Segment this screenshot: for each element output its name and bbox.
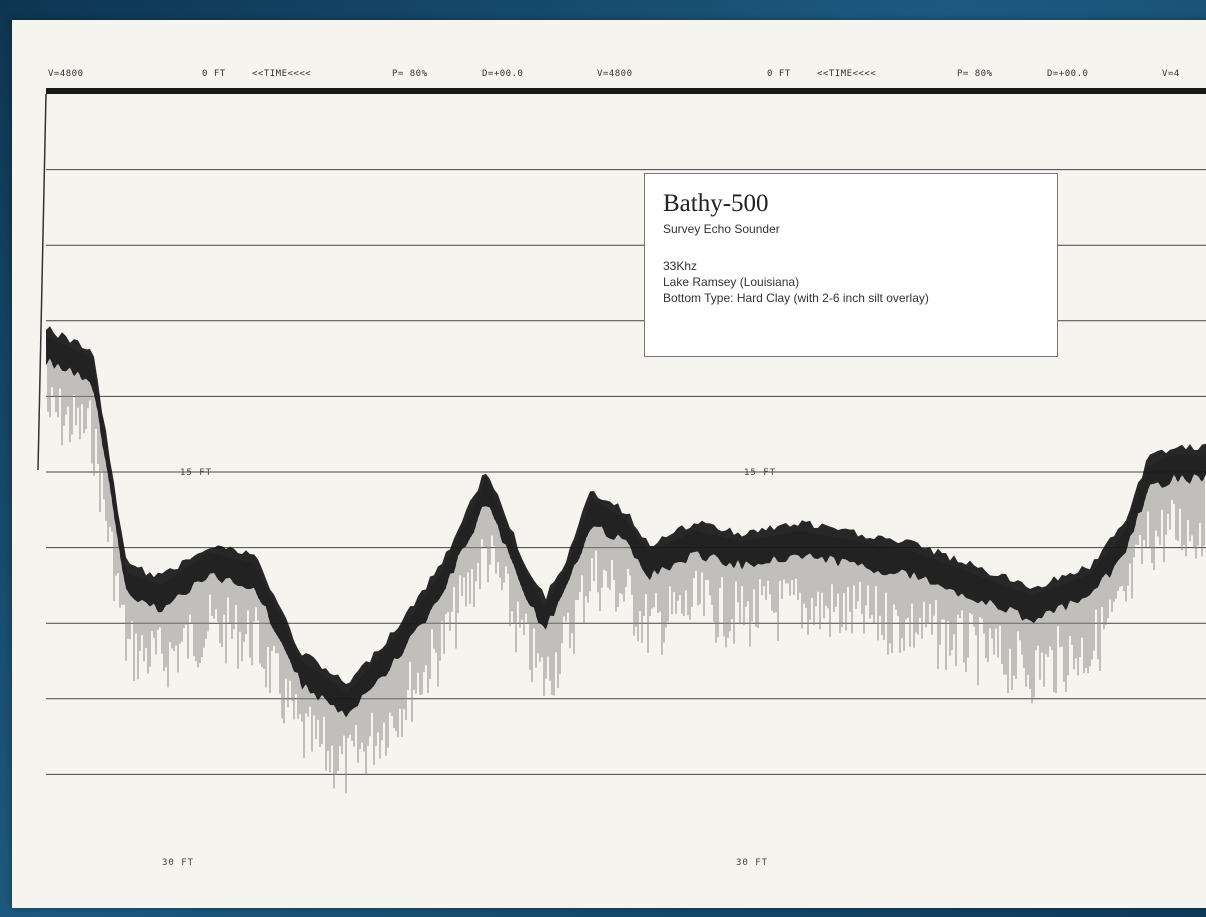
depth-label-30-left: 30 FT [162, 858, 194, 868]
header-segment: D=+00.0 [482, 69, 523, 79]
depth-label-30-right: 30 FT [736, 858, 768, 868]
legend-frequency: 33Khz [663, 259, 698, 273]
header-segment: V=4800 [48, 69, 84, 79]
legend-subtitle: Survey Echo Sounder [663, 222, 780, 236]
legend-box: Bathy-500 Survey Echo Sounder 33Khz Lake… [644, 173, 1058, 357]
depth-label-15-left: 15 FT [180, 468, 212, 478]
header-segment: V=4800 [597, 69, 633, 79]
depth-label-15-right: 15 FT [744, 468, 776, 478]
legend-title: Bathy-500 [663, 190, 769, 217]
echogram-paper: V=4800 0 FT <<TIME<<<< P= 80% D=+00.0 V=… [12, 20, 1206, 908]
header-segment: 0 FT [202, 69, 226, 79]
header-segment: <<TIME<<<< [817, 69, 876, 79]
legend-location: Lake Ramsey (Louisiana) [663, 275, 800, 289]
header-segment: <<TIME<<<< [252, 69, 311, 79]
header-segment: P= 80% [392, 69, 428, 79]
header-segment: D=+00.0 [1047, 69, 1088, 79]
header-segment: 0 FT [767, 69, 791, 79]
echogram-chart: V=4800 0 FT <<TIME<<<< P= 80% D=+00.0 V=… [37, 69, 1206, 868]
bottom-profile [46, 326, 1206, 794]
header-segment: V=4 [1162, 69, 1180, 79]
header-row: V=4800 0 FT <<TIME<<<< P= 80% D=+00.0 V=… [48, 69, 1180, 79]
transducer-line [37, 93, 47, 471]
surface-band [46, 88, 1206, 94]
header-segment: P= 80% [957, 69, 993, 79]
legend-bottom-type: Bottom Type: Hard Clay (with 2-6 inch si… [663, 291, 929, 305]
bottom-return-band [46, 326, 1206, 718]
